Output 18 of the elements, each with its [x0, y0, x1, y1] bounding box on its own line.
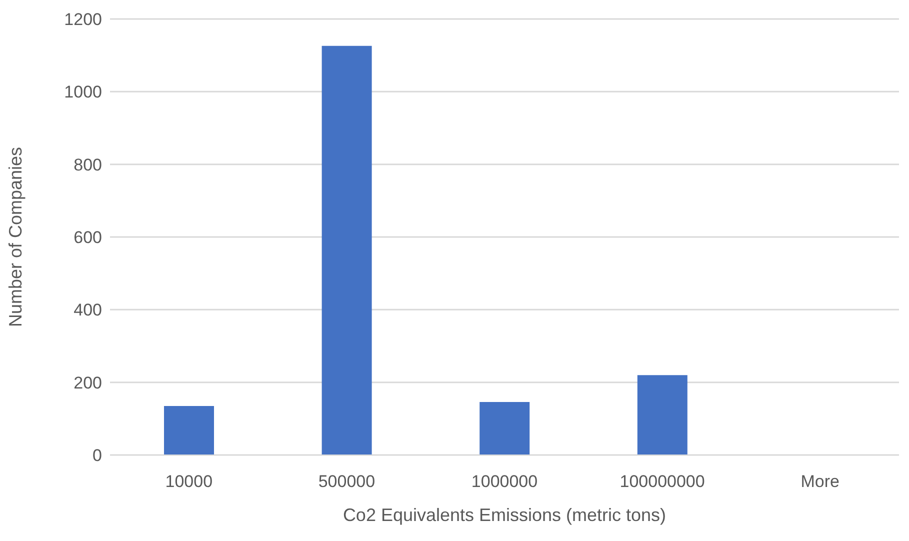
y-tick-label: 0	[92, 446, 102, 466]
x-tick-label: 100000000	[620, 472, 705, 492]
x-tick-label: 500000	[318, 472, 376, 492]
y-axis-title: Number of Companies	[5, 146, 26, 328]
y-tick-label: 1200	[64, 10, 102, 30]
y-tick-label: 200	[74, 373, 102, 392]
bar	[637, 375, 688, 455]
x-tick-label: 10000	[165, 472, 213, 492]
bar	[322, 46, 372, 455]
x-axis-title: Co2 Equivalents Emissions (metric tons)	[342, 505, 666, 525]
x-tick-label: 1000000	[471, 472, 538, 492]
y-tick-label: 400	[74, 300, 102, 320]
y-tick-label: 1000	[64, 82, 102, 102]
bar	[480, 402, 530, 455]
y-tick-label: 600	[74, 228, 102, 248]
y-tick-label: 800	[74, 155, 102, 174]
bar	[164, 406, 214, 455]
x-tick-label: More	[800, 472, 840, 492]
